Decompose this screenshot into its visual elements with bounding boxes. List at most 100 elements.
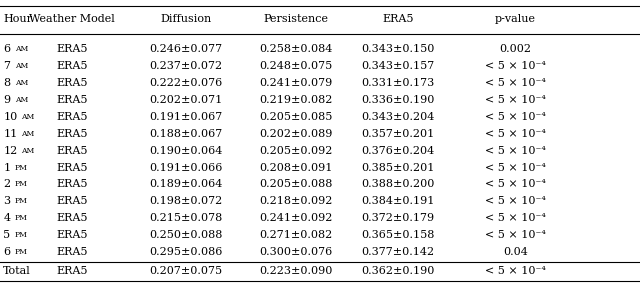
Text: 3: 3	[3, 196, 10, 206]
Text: 0.385±0.201: 0.385±0.201	[362, 162, 435, 173]
Text: 0.219±0.082: 0.219±0.082	[259, 95, 332, 105]
Text: 0.215±0.078: 0.215±0.078	[149, 213, 222, 223]
Text: ERA5: ERA5	[56, 213, 88, 223]
Text: 0.300±0.076: 0.300±0.076	[259, 247, 332, 257]
Text: 6: 6	[3, 247, 10, 257]
Text: 0.248±0.075: 0.248±0.075	[259, 61, 332, 71]
Text: ERA5: ERA5	[56, 129, 88, 139]
Text: 0.343±0.204: 0.343±0.204	[362, 112, 435, 122]
Text: ERA5: ERA5	[56, 162, 88, 173]
Text: 0.377±0.142: 0.377±0.142	[362, 247, 435, 257]
Text: 0.218±0.092: 0.218±0.092	[259, 196, 332, 206]
Text: ERA5: ERA5	[56, 44, 88, 54]
Text: 0.191±0.066: 0.191±0.066	[149, 162, 222, 173]
Text: 0.188±0.067: 0.188±0.067	[149, 129, 222, 139]
Text: 0.207±0.075: 0.207±0.075	[149, 266, 222, 276]
Text: 1: 1	[3, 162, 10, 173]
Text: ERA5: ERA5	[56, 112, 88, 122]
Text: 0.372±0.179: 0.372±0.179	[362, 213, 435, 223]
Text: PM: PM	[15, 214, 28, 222]
Text: 5: 5	[3, 230, 10, 240]
Text: 9: 9	[3, 95, 10, 105]
Text: 0.205±0.085: 0.205±0.085	[259, 112, 332, 122]
Text: ERA5: ERA5	[56, 179, 88, 189]
Text: 0.190±0.064: 0.190±0.064	[149, 146, 222, 156]
Text: 0.002: 0.002	[499, 44, 531, 54]
Text: 11: 11	[3, 129, 17, 139]
Text: < 5 × 10⁻⁴: < 5 × 10⁻⁴	[484, 196, 546, 206]
Text: AM: AM	[15, 79, 28, 87]
Text: 0.189±0.064: 0.189±0.064	[149, 179, 222, 189]
Text: 0.384±0.191: 0.384±0.191	[362, 196, 435, 206]
Text: 0.343±0.150: 0.343±0.150	[362, 44, 435, 54]
Text: < 5 × 10⁻⁴: < 5 × 10⁻⁴	[484, 146, 546, 156]
Text: 6: 6	[3, 44, 10, 54]
Text: 0.237±0.072: 0.237±0.072	[149, 61, 222, 71]
Text: 0.271±0.082: 0.271±0.082	[259, 230, 332, 240]
Text: Persistence: Persistence	[263, 14, 328, 24]
Text: Weather Model: Weather Model	[29, 14, 115, 24]
Text: 0.04: 0.04	[503, 247, 527, 257]
Text: 0.376±0.204: 0.376±0.204	[362, 146, 435, 156]
Text: PM: PM	[15, 198, 28, 205]
Text: 0.295±0.086: 0.295±0.086	[149, 247, 222, 257]
Text: ERA5: ERA5	[56, 78, 88, 88]
Text: < 5 × 10⁻⁴: < 5 × 10⁻⁴	[484, 61, 546, 71]
Text: < 5 × 10⁻⁴: < 5 × 10⁻⁴	[484, 213, 546, 223]
Text: < 5 × 10⁻⁴: < 5 × 10⁻⁴	[484, 266, 546, 276]
Text: 12: 12	[3, 146, 17, 156]
Text: 0.258±0.084: 0.258±0.084	[259, 44, 332, 54]
Text: 0.250±0.088: 0.250±0.088	[149, 230, 222, 240]
Text: 0.331±0.173: 0.331±0.173	[362, 78, 435, 88]
Text: 0.241±0.092: 0.241±0.092	[259, 213, 332, 223]
Text: 0.191±0.067: 0.191±0.067	[149, 112, 222, 122]
Text: ERA5: ERA5	[56, 196, 88, 206]
Text: 0.198±0.072: 0.198±0.072	[149, 196, 222, 206]
Text: 2: 2	[3, 179, 10, 189]
Text: AM: AM	[21, 113, 35, 121]
Text: PM: PM	[15, 164, 28, 171]
Text: 10: 10	[3, 112, 17, 122]
Text: 0.202±0.071: 0.202±0.071	[149, 95, 222, 105]
Text: 8: 8	[3, 78, 10, 88]
Text: ERA5: ERA5	[382, 14, 414, 24]
Text: < 5 × 10⁻⁴: < 5 × 10⁻⁴	[484, 179, 546, 189]
Text: 0.202±0.089: 0.202±0.089	[259, 129, 332, 139]
Text: AM: AM	[15, 62, 28, 70]
Text: 0.208±0.091: 0.208±0.091	[259, 162, 332, 173]
Text: ERA5: ERA5	[56, 95, 88, 105]
Text: AM: AM	[15, 45, 28, 53]
Text: < 5 × 10⁻⁴: < 5 × 10⁻⁴	[484, 129, 546, 139]
Text: < 5 × 10⁻⁴: < 5 × 10⁻⁴	[484, 112, 546, 122]
Text: 0.246±0.077: 0.246±0.077	[149, 44, 222, 54]
Text: Diffusion: Diffusion	[160, 14, 211, 24]
Text: ERA5: ERA5	[56, 61, 88, 71]
Text: 0.241±0.079: 0.241±0.079	[259, 78, 332, 88]
Text: 0.223±0.090: 0.223±0.090	[259, 266, 332, 276]
Text: PM: PM	[15, 248, 28, 256]
Text: 0.343±0.157: 0.343±0.157	[362, 61, 435, 71]
Text: p-value: p-value	[495, 14, 536, 24]
Text: 0.362±0.190: 0.362±0.190	[362, 266, 435, 276]
Text: < 5 × 10⁻⁴: < 5 × 10⁻⁴	[484, 95, 546, 105]
Text: 0.357±0.201: 0.357±0.201	[362, 129, 435, 139]
Text: Hour: Hour	[3, 14, 32, 24]
Text: AM: AM	[21, 130, 35, 138]
Text: 0.336±0.190: 0.336±0.190	[362, 95, 435, 105]
Text: 0.222±0.076: 0.222±0.076	[149, 78, 222, 88]
Text: ERA5: ERA5	[56, 266, 88, 276]
Text: 0.205±0.092: 0.205±0.092	[259, 146, 332, 156]
Text: 4: 4	[3, 213, 10, 223]
Text: < 5 × 10⁻⁴: < 5 × 10⁻⁴	[484, 230, 546, 240]
Text: 0.205±0.088: 0.205±0.088	[259, 179, 332, 189]
Text: 0.388±0.200: 0.388±0.200	[362, 179, 435, 189]
Text: 7: 7	[3, 61, 10, 71]
Text: < 5 × 10⁻⁴: < 5 × 10⁻⁴	[484, 162, 546, 173]
Text: ERA5: ERA5	[56, 247, 88, 257]
Text: ERA5: ERA5	[56, 230, 88, 240]
Text: PM: PM	[15, 231, 28, 239]
Text: ERA5: ERA5	[56, 146, 88, 156]
Text: AM: AM	[15, 96, 28, 104]
Text: < 5 × 10⁻⁴: < 5 × 10⁻⁴	[484, 78, 546, 88]
Text: AM: AM	[21, 147, 35, 154]
